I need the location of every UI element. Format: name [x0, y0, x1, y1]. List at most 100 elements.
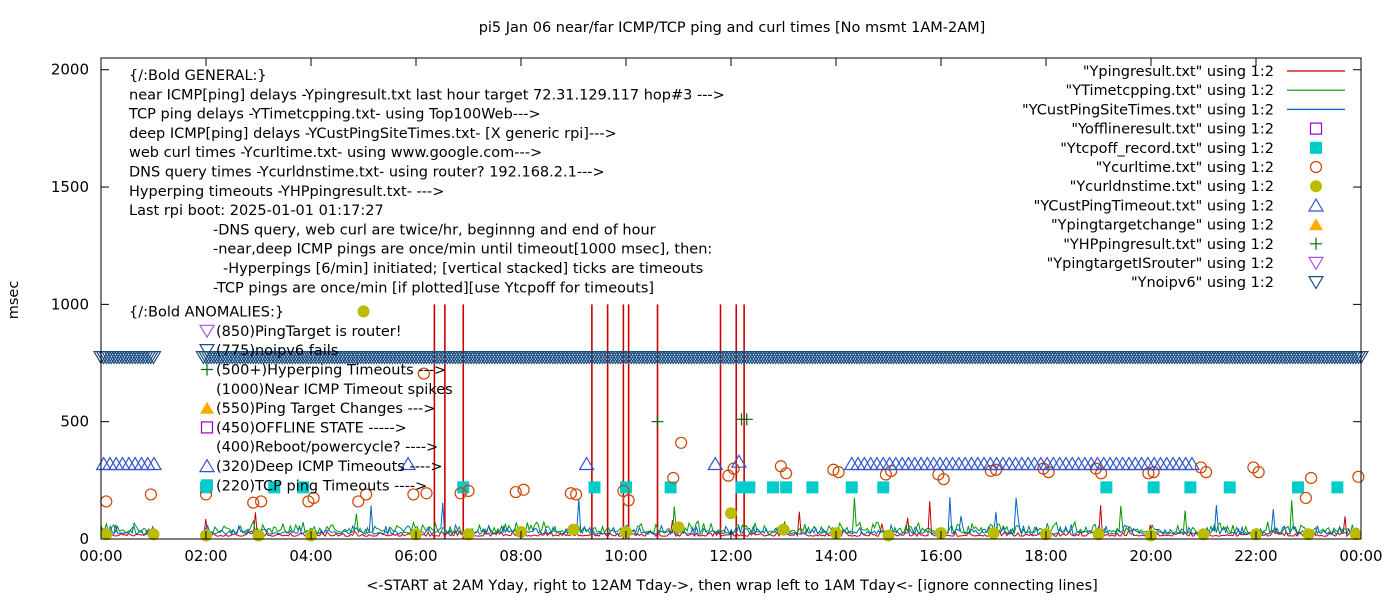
series-4-point-15 [1147, 481, 1160, 494]
series-7-run-1-pt-54 [1183, 456, 1200, 471]
series-6-point-11 [672, 521, 685, 534]
series-7-run-0-pt-8 [145, 456, 163, 471]
series-4-point-8 [743, 481, 756, 494]
series-5-point-3 [247, 496, 260, 509]
series-0 [100, 304, 1360, 539]
anomaly-icon-7 [198, 458, 216, 473]
indent-line-1: -near,deep ICMP pings are once/min until… [213, 242, 712, 258]
y-tick-label-4: 2000 [51, 61, 89, 79]
series-5-point-37 [1095, 467, 1108, 480]
series-4-point-4 [588, 481, 601, 494]
series-4-point-13 [877, 481, 890, 494]
series-5-point-24 [774, 460, 787, 473]
series-7 [95, 454, 1200, 471]
series-4-point-3 [457, 481, 470, 494]
series-5-point-1 [144, 488, 157, 501]
general-line-5: Hyperping timeouts -YHPpingresult.txt- -… [129, 184, 444, 200]
x-tick-label-10: 20:00 [1129, 547, 1172, 565]
x-tick-label-1: 02:00 [184, 547, 227, 565]
general-line-4: DNS query times -Ycurldnstime.txt- using… [129, 165, 605, 181]
series-5-point-46 [1352, 470, 1365, 483]
series-6-point-13 [777, 523, 790, 536]
series-5-point-18 [617, 484, 630, 497]
x-tick-label-4: 08:00 [499, 547, 542, 565]
legend-swatch-3 [1309, 122, 1323, 135]
series-6-point-12 [725, 507, 737, 520]
legend-label-3: "Yofflineresult.txt" using 1:2 [1071, 122, 1274, 138]
legend-label-0: "Ypingresult.txt" using 1:2 [1083, 64, 1274, 80]
series-5-point-14 [509, 485, 522, 499]
legend-swatch-4 [1310, 141, 1322, 154]
series-5-point-8 [360, 488, 373, 501]
x-tick-label-11: 22:00 [1234, 547, 1277, 565]
series-11 [92, 350, 1370, 365]
series-5-point-27 [832, 466, 845, 479]
y-axis-label: msec [6, 281, 22, 320]
series-4-point-5 [620, 481, 632, 494]
series-5-point-17 [570, 488, 583, 501]
legend-swatch-11 [1307, 276, 1325, 290]
series-5-point-44 [1299, 491, 1312, 505]
series-6-point-23 [1302, 528, 1315, 541]
series-6-point-3 [252, 529, 265, 542]
x-tick-label-8: 16:00 [919, 547, 962, 565]
legend-label-11: "Ynoipv6" using 1:2 [1131, 275, 1274, 291]
legend-swatch-5 [1309, 160, 1323, 174]
series-5-point-15 [517, 483, 530, 496]
series-6-point-17 [987, 527, 1000, 540]
anomaly-icon-2 [201, 363, 213, 376]
series-5-point-10 [417, 367, 430, 380]
series-6-point-24 [1349, 528, 1362, 541]
annotation-block: {/:Bold GENERAL:} near ICMP[ping] delays … [128, 68, 725, 494]
series-4-point-18 [1292, 481, 1304, 494]
series-5-point-25 [780, 467, 793, 480]
legend-label-4: "Ytcpoff_record.txt" using 1:2 [1060, 141, 1274, 157]
series-5-point-22 [722, 469, 735, 482]
anomaly-line-4: (550)Ping Target Changes ---> [216, 401, 435, 417]
series-5-point-32 [984, 464, 997, 478]
series-4-point-16 [1184, 481, 1197, 494]
series-6-point-1 [147, 528, 160, 541]
anomaly-icon-5 [200, 421, 214, 434]
series-4-point-9 [767, 481, 779, 494]
general-line-6: Last rpi boot: 2025-01-01 01:17:27 [129, 203, 384, 219]
series-5-point-4 [255, 495, 268, 508]
data-layer [92, 304, 1370, 542]
anomaly-icon-4 [200, 401, 214, 414]
y-tick-label-0: 0 [79, 530, 89, 548]
series-5-point-20 [667, 471, 680, 485]
series-6-point-7 [462, 528, 475, 541]
series-4-point-11 [806, 481, 819, 494]
legend-swatch-10 [1307, 256, 1325, 271]
series-5-point-26 [827, 463, 840, 476]
series-5-point-9 [407, 488, 420, 501]
legend-label-7: "YCustPingTimeout.txt" using 1:2 [1034, 198, 1274, 214]
series-4-point-19 [1331, 481, 1344, 494]
legend-label-10: "YpingtargetISrouter" using 1:2 [1047, 256, 1274, 272]
series-6-point-15 [882, 529, 895, 542]
legend-label-1: "YTimetcpping.txt" using 1:2 [1066, 83, 1274, 99]
series-5-point-12 [454, 487, 467, 500]
series-5-point-11 [420, 487, 433, 500]
series-9-point-0 [651, 415, 664, 428]
series-4-point-6 [664, 481, 677, 494]
legend-label-9: "YHPpingresult.txt" using 1:2 [1063, 237, 1274, 253]
series-5-point-16 [564, 487, 577, 500]
indent-line-2: -Hyperpings [6/min] initiated; [vertical… [223, 261, 703, 277]
legend-label-6: "Ycurldnstime.txt" using 1:2 [1070, 179, 1274, 195]
x-tick-label-12: 00:00 [1339, 547, 1382, 565]
series-4-point-17 [1223, 481, 1236, 494]
general-line-1: TCP ping delays -YTimetcpping.txt- using… [128, 107, 541, 123]
legend-label-8: "Ypingtargetchange" using 1:2 [1051, 218, 1274, 234]
series-4-point-1 [268, 481, 281, 494]
series-7-point-1 [578, 456, 595, 471]
series-5-point-41 [1200, 466, 1213, 479]
legend-swatch-7 [1307, 197, 1325, 212]
series-5-point-7 [352, 495, 365, 508]
x-tick-label-3: 06:00 [394, 547, 437, 565]
anomaly-icon-8 [201, 479, 213, 492]
legend-swatch-8 [1309, 218, 1323, 231]
series-6-point-5 [357, 305, 370, 318]
series-7-point-2 [707, 456, 724, 471]
